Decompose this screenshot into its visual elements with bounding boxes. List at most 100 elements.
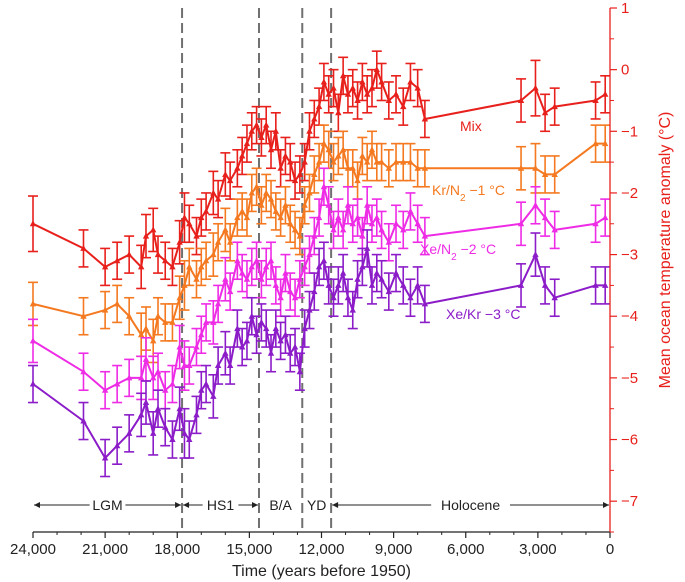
data-point-marker [222,226,229,233]
data-point-marker [385,288,393,295]
data-point-marker [277,294,284,301]
data-point-marker [125,429,133,436]
data-point-marker [234,257,241,264]
data-point-marker [287,349,294,356]
series-label-part: 2 [451,252,457,263]
data-point-marker [400,158,407,165]
data-point-marker [421,232,429,239]
data-point-marker [277,164,284,171]
data-point-marker [400,281,407,288]
data-point-marker [421,300,429,307]
data-point-marker [238,269,246,276]
data-point-marker [407,294,414,301]
data-point-marker [214,362,222,369]
data-point-marker [238,343,246,350]
data-point-marker [349,306,356,313]
data-point-marker [296,368,304,375]
data-point-marker [330,226,337,233]
data-point-marker [368,146,376,153]
data-point-marker [162,318,169,325]
series-label: Mix [460,118,482,134]
y-tick-label: −6 [621,432,638,449]
data-point-marker [125,312,133,319]
data-point-marker [277,214,284,221]
data-point-marker [378,158,385,165]
period-arrowhead [34,502,40,508]
data-point-marker [301,263,308,270]
data-point-marker [210,189,217,196]
data-point-marker [101,386,109,393]
data-point-marker [378,226,385,233]
x-tick-label: 0 [606,541,614,558]
data-point-marker [214,238,222,245]
series-label-part: Xe/N [420,241,451,257]
series-line [32,68,606,268]
data-point-marker [378,275,385,282]
data-point-marker [541,170,549,177]
data-point-marker [363,90,371,97]
data-point-marker [248,127,255,134]
period-label: LGM [92,497,122,513]
data-point-marker [193,411,200,418]
data-point-marker [186,263,193,270]
period-label: B/A [269,497,292,513]
data-point-marker [248,189,255,196]
data-point-marker [378,78,385,85]
period-label: Holocene [441,497,500,513]
data-point-marker [287,220,294,227]
data-point-marker [80,417,87,424]
data-point-marker [601,90,609,97]
data-point-marker [551,294,558,301]
data-point-marker [325,201,332,208]
data-point-marker [373,158,380,165]
data-point-marker [335,109,342,116]
data-point-marker [142,399,150,406]
data-point-marker [169,436,176,443]
data-point-marker [601,214,609,221]
data-point-marker [311,170,318,177]
data-point-marker [407,207,414,214]
data-point-marker [181,214,188,221]
data-point-marker [193,343,200,350]
y-tick-label: −3 [621,247,638,264]
data-point-marker [113,300,121,307]
data-point-marker [287,288,294,295]
period-annotations: LGM HS1 B/A YD Holocene [34,497,609,513]
data-point-marker [414,84,421,91]
data-point-marker [517,220,525,227]
y-tick-label: 1 [621,0,629,17]
data-point-marker [222,349,229,356]
data-point-marker [150,429,157,436]
data-point-marker [349,220,356,227]
x-tick-label: 24,000 [10,541,56,558]
data-point-marker [198,214,205,221]
series-label-part: −2 °C [457,241,496,257]
data-point-marker [592,281,599,288]
data-point-marker [344,164,352,171]
data-point-marker [320,78,328,85]
series-4 [28,229,611,478]
data-point-marker [202,207,210,214]
data-point-marker [125,251,133,258]
data-point-marker [243,214,251,221]
data-point-marker [414,281,421,288]
data-point-marker [421,115,429,122]
data-point-marker [263,121,270,128]
y-tick-label: 0 [621,62,629,79]
data-point-marker [363,158,371,165]
data-point-marker [282,152,289,159]
x-tick-label: 21,000 [82,541,128,558]
data-point-marker [113,380,121,387]
y-axis-title: Mean ocean temperature anomaly (°C) [657,112,674,389]
y-tick-label: −5 [621,370,638,387]
data-point-marker [150,374,157,381]
data-point-marker [407,158,414,165]
data-point-marker [315,214,323,221]
data-point-marker [181,362,188,369]
data-point-marker [301,158,308,165]
data-point-marker [202,257,210,264]
data-point-marker [29,220,37,227]
data-point-marker [210,392,217,399]
data-point-marker [154,368,162,375]
